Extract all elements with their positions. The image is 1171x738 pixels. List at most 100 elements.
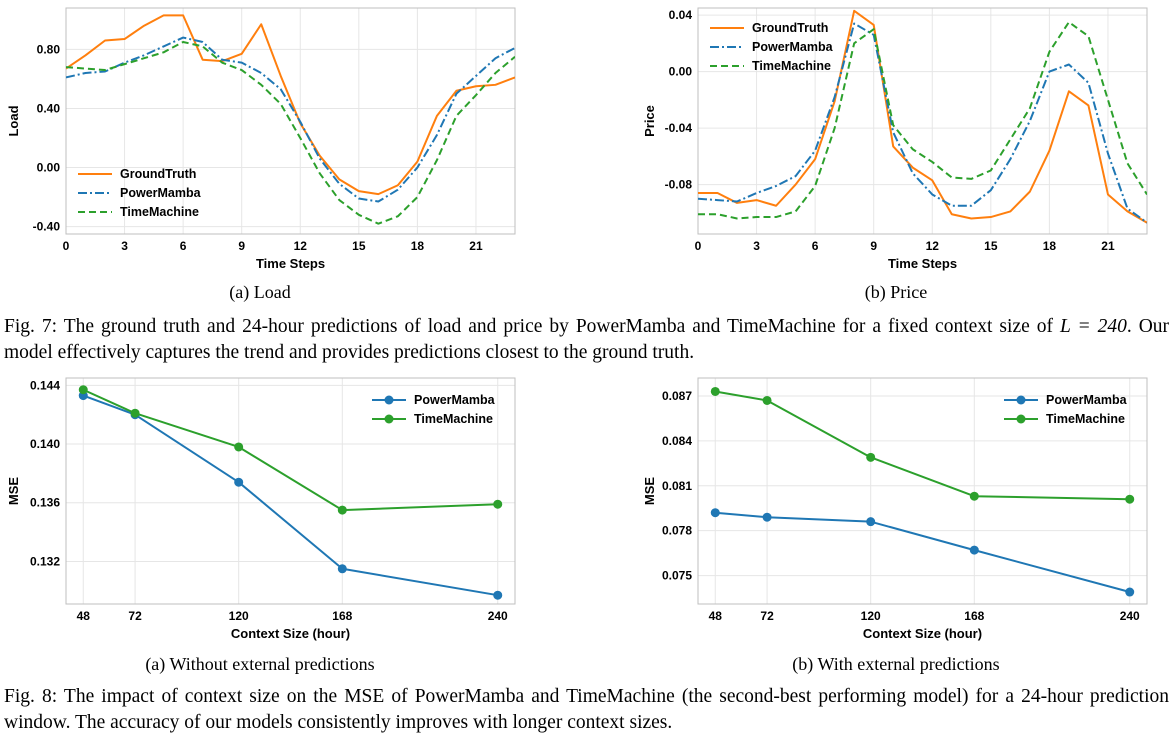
fig8-caption: Fig. 8: The impact of context size on th… [4, 684, 1169, 736]
chart-price-ytick-label: 0.00 [669, 65, 693, 79]
chart-mse-without-series-timemachine-point [493, 499, 503, 509]
chart-price-ytick-label: -0.04 [665, 121, 693, 135]
chart-mse-with-xtick-label: 72 [760, 609, 774, 623]
chart-load-legend-label: TimeMachine [120, 205, 199, 219]
chart-mse-without-xtick-label: 168 [332, 609, 352, 623]
chart-load-series-groundtruth-line [66, 14, 515, 196]
chart-price-ytick-label: -0.08 [665, 178, 693, 192]
chart-mse-without-series-timemachine-point [78, 385, 88, 395]
fig7-caption-text: The ground truth and 24-hour predictions… [63, 316, 1053, 337]
fig7-caption-tail: . Our model effectively captures the tre… [4, 316, 1170, 363]
chart-price-frame [697, 7, 1148, 235]
chart-load-series-timemachine-line [66, 40, 515, 225]
chart-mse-without-frame [65, 377, 516, 605]
mse-with-chart: 48 72 120 168 240 0.075 0.078 0.081 0.084 0.087 Co… [636, 372, 1156, 650]
price-chart: 0 3 6 9 12 15 18 21 -0.08 -0.04 0.00 0.04 Time Steps… [636, 0, 1156, 276]
chart-mse-with-series-timemachine-point [1125, 494, 1135, 504]
chart-load-ytick-label: 0.40 [37, 101, 61, 115]
chart-mse-with-series-powermamba-point [1125, 587, 1135, 597]
chart-mse-with-series-timemachine-line [715, 390, 1130, 501]
chart-price-xtick-label: 21 [1101, 239, 1115, 253]
fig8b-subcaption: (b) With external predictions [792, 654, 1000, 674]
chart-mse-with-xtick-label: 120 [861, 609, 881, 623]
chart-mse-without-xlabel: Context Size (hour) [231, 626, 350, 641]
chart-mse-with-legend-label: PowerMamba [1046, 393, 1128, 407]
chart-load-ytick-label: 0.00 [37, 161, 61, 175]
chart-mse-with-series-timemachine-point [866, 452, 876, 462]
fig7-caption-math: L = 240 [1059, 316, 1127, 337]
chart-price-ytick-label: 0.04 [669, 8, 693, 22]
chart-load-xtick-label: 9 [238, 239, 245, 253]
chart-mse-with-series-timemachine-point [969, 491, 979, 501]
chart-mse-without-series-powermamba-point [493, 590, 503, 600]
chart-load-legend-label: GroundTruth [120, 167, 196, 181]
chart-mse-with-xtick-label: 48 [709, 609, 723, 623]
chart-price-series-groundtruth-line [698, 9, 1147, 224]
chart-mse-without-ylabel: MSE [6, 477, 21, 506]
fig8-caption-label: Fig. 8: [4, 686, 58, 707]
chart-price-xtick-label: 3 [753, 239, 760, 253]
fig7a-subcaption: (a) Load [229, 282, 291, 302]
chart-price-xtick-label: 0 [695, 239, 702, 253]
load-chart: 0 3 6 9 12 15 18 21 -0.40 0.00 0.40 0.80 Time Steps L… [0, 0, 520, 276]
chart-mse-without-series-timemachine-line [82, 388, 498, 512]
chart-price-legend: GroundTruth PowerMamba TimeMachine [710, 21, 834, 73]
chart-mse-with-legend-marker [1016, 395, 1026, 405]
chart-load-series-powermamba-line [66, 36, 515, 203]
chart-mse-with-legend-marker [1016, 414, 1026, 424]
chart-load-xtick-label: 6 [180, 239, 187, 253]
chart-price-xlabel: Time Steps [888, 256, 957, 271]
chart-price-legend-label: GroundTruth [752, 21, 828, 35]
chart-mse-with-ytick-label: 0.087 [662, 389, 692, 403]
mse-without-chart: 48 72 120 168 240 0.132 0.136 0.140 0.144 Context… [0, 372, 520, 650]
chart-mse-without-xtick-label: 240 [488, 609, 508, 623]
chart-load-xtick-label: 18 [411, 239, 425, 253]
chart-mse-without-xtick-label: 120 [229, 609, 249, 623]
chart-mse-with-series-powermamba-line [715, 511, 1130, 593]
chart-price-xtick-label: 12 [926, 239, 940, 253]
chart-price-xtick-label: 15 [984, 239, 998, 253]
chart-mse-with-ytick-label: 0.078 [662, 524, 692, 538]
chart-price-legend-label: PowerMamba [752, 40, 834, 54]
mse-without-chart-svg: 48 72 120 168 240 0.132 0.136 0.140 0.144 Context… [6, 377, 516, 641]
chart-load-ylabel: Load [6, 105, 21, 136]
chart-price-xtick-label: 6 [812, 239, 819, 253]
chart-mse-without-ytick-label: 0.140 [30, 437, 60, 451]
chart-load-frame [65, 7, 516, 235]
chart-mse-with-ytick-label: 0.084 [662, 434, 692, 448]
chart-mse-without-legend-marker [384, 395, 394, 405]
chart-mse-with-frame [697, 377, 1148, 605]
chart-mse-without-ytick-label: 0.144 [30, 378, 60, 392]
load-chart-svg: 0 3 6 9 12 15 18 21 -0.40 0.00 0.40 0.80 Time Steps L… [6, 7, 516, 271]
chart-price-ylabel: Price [642, 105, 657, 137]
fig7-caption-label: Fig. 7: [4, 316, 58, 337]
chart-mse-without-legend: PowerMamba TimeMachine [372, 393, 496, 426]
chart-price-series-powermamba-line [698, 22, 1147, 224]
chart-mse-without-legend-label: TimeMachine [414, 412, 493, 426]
chart-mse-without-series-timemachine-point [337, 505, 347, 515]
chart-price-xtick-label: 9 [870, 239, 877, 253]
chart-mse-with-xlabel: Context Size (hour) [863, 626, 982, 641]
fig7-caption: Fig. 7: The ground truth and 24-hour pre… [4, 314, 1169, 366]
chart-mse-without-xtick-label: 72 [128, 609, 142, 623]
chart-load-xtick-label: 3 [121, 239, 128, 253]
chart-mse-with-xtick-label: 168 [964, 609, 984, 623]
chart-load-xtick-label: 12 [294, 239, 308, 253]
chart-mse-without-xtick-label: 48 [77, 609, 91, 623]
mse-with-chart-svg: 48 72 120 168 240 0.075 0.078 0.081 0.084 0.087 Co… [642, 377, 1148, 641]
chart-load-legend-label: PowerMamba [120, 186, 202, 200]
chart-load-xlabel: Time Steps [256, 256, 325, 271]
chart-mse-without-series-timemachine-point [130, 408, 140, 418]
chart-mse-with-ytick-label: 0.075 [662, 569, 692, 583]
chart-load-ytick-label: -0.40 [33, 220, 61, 234]
chart-mse-without-series-powermamba-point [234, 477, 244, 487]
chart-mse-with-series-powermamba-point [969, 545, 979, 555]
chart-mse-without-ytick-label: 0.132 [30, 554, 60, 568]
chart-mse-without-legend-label: PowerMamba [414, 393, 496, 407]
chart-load-xtick-label: 21 [469, 239, 483, 253]
chart-mse-with-ylabel: MSE [642, 477, 657, 506]
chart-mse-with-ytick-label: 0.081 [662, 479, 692, 493]
chart-price-xtick-label: 18 [1043, 239, 1057, 253]
chart-load-xtick-label: 0 [63, 239, 70, 253]
chart-mse-without-legend-marker [384, 414, 394, 424]
